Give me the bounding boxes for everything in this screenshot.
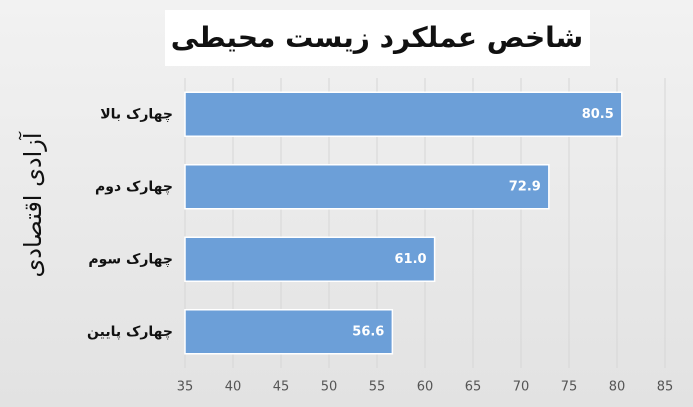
x-tick-label: 65 bbox=[465, 380, 482, 395]
title-box bbox=[165, 10, 590, 66]
data-label: 80.5 bbox=[582, 107, 614, 122]
bar bbox=[184, 164, 550, 210]
x-tick-label: 80 bbox=[609, 380, 626, 395]
x-tick-label: 45 bbox=[273, 380, 290, 395]
data-label: 72.9 bbox=[509, 179, 541, 194]
data-label: 56.6 bbox=[352, 324, 384, 339]
y-tick-label: چهارک پایین bbox=[87, 324, 173, 340]
data-label: 61.0 bbox=[395, 252, 427, 267]
y-tick-label: چهارک دوم bbox=[95, 179, 173, 195]
x-tick-label: 60 bbox=[417, 380, 434, 395]
x-tick-label: 50 bbox=[321, 380, 338, 395]
bar bbox=[184, 91, 623, 137]
x-tick-label: 75 bbox=[561, 380, 578, 395]
x-tick-label: 55 bbox=[369, 380, 386, 395]
y-tick-label: چهارک سوم bbox=[88, 251, 173, 267]
bar bbox=[184, 309, 394, 355]
x-tick-label: 85 bbox=[657, 380, 674, 395]
bar bbox=[184, 236, 436, 282]
x-tick-label: 35 bbox=[177, 380, 194, 395]
y-tick-label: چهارک بالا bbox=[100, 106, 173, 122]
y-axis-label: آزادی اقتصادی bbox=[18, 131, 47, 277]
x-tick-label: 70 bbox=[513, 380, 530, 395]
chart-title: شاخص عملکرد زیست محیطی bbox=[171, 21, 583, 54]
x-tick-label: 40 bbox=[225, 380, 242, 395]
